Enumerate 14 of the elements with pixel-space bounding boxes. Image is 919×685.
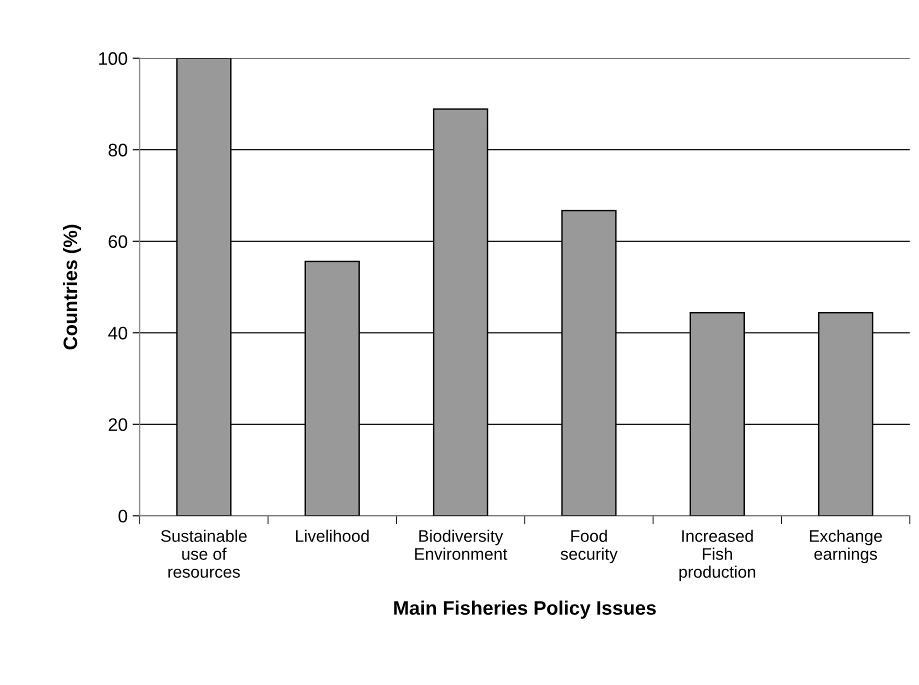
y-tick-label: 20 bbox=[108, 418, 128, 432]
x-tick-label: Exchange earnings bbox=[810, 530, 882, 564]
x-tick-label: Livelihood bbox=[296, 530, 369, 542]
x-tick-label: Biodiversity Environment bbox=[415, 530, 508, 560]
y-tick-label: 0 bbox=[118, 510, 128, 523]
x-axis-title: Main Fisheries Policy Issues bbox=[394, 600, 656, 619]
x-tick-label: Sustainable use of resources bbox=[161, 530, 247, 578]
x-tick-label: Food security bbox=[560, 530, 618, 564]
y-tick-label: 40 bbox=[108, 326, 128, 340]
y-tick-label: 100 bbox=[99, 52, 128, 65]
x-tick-label: Increased Fish production bbox=[679, 530, 756, 582]
y-tick-label: 60 bbox=[108, 235, 128, 248]
y-axis-title: Countries (%) bbox=[62, 224, 82, 350]
y-tick-label: 80 bbox=[108, 144, 128, 156]
